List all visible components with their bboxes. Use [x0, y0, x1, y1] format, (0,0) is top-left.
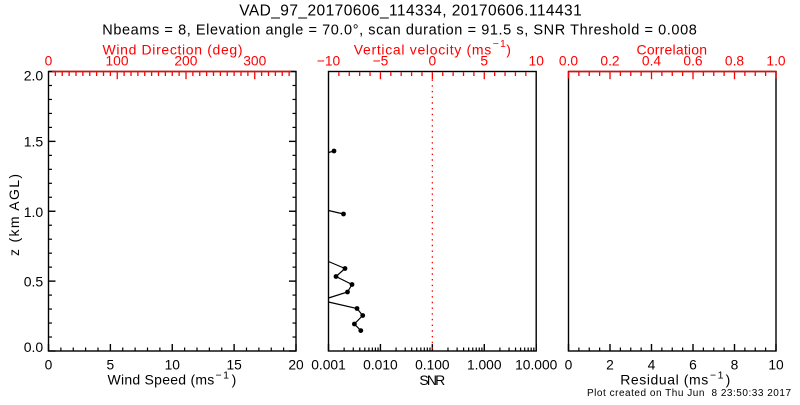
svg-text:6: 6: [689, 357, 697, 372]
svg-text:0.0: 0.0: [559, 54, 579, 69]
svg-text:15: 15: [226, 357, 242, 372]
svg-text:1.5: 1.5: [24, 134, 44, 150]
svg-text:1.0: 1.0: [766, 54, 786, 69]
svg-text:1.0: 1.0: [24, 204, 44, 220]
svg-text:0: 0: [429, 54, 437, 69]
svg-text:VAD_97_20170606_114334, 201706: VAD_97_20170606_114334, 20170606.114431: [239, 2, 582, 19]
svg-text:0.5: 0.5: [24, 273, 44, 289]
svg-text:Vertical velocity (ms: Vertical velocity (ms: [354, 42, 492, 58]
svg-text:300: 300: [243, 54, 266, 69]
svg-text:−1: −1: [710, 369, 724, 381]
svg-text:10: 10: [165, 357, 181, 372]
svg-text:−1: −1: [216, 369, 230, 381]
svg-text:Wind Direction (deg): Wind Direction (deg): [103, 42, 243, 58]
svg-text:10: 10: [768, 357, 784, 372]
svg-text:z (km AGL): z (km AGL): [6, 174, 22, 256]
svg-text:Wind Speed (ms: Wind Speed (ms: [108, 371, 215, 387]
svg-text:10: 10: [529, 54, 545, 69]
svg-text:0.4: 0.4: [642, 54, 662, 69]
svg-text:200: 200: [174, 54, 197, 69]
svg-text:Correlation: Correlation: [637, 42, 708, 58]
svg-text:0: 0: [45, 357, 53, 372]
svg-text:0.0: 0.0: [24, 339, 44, 355]
svg-text:0: 0: [45, 54, 53, 69]
svg-text:0: 0: [565, 357, 573, 372]
svg-text:1.000: 1.000: [467, 357, 502, 372]
svg-text:4: 4: [648, 357, 656, 372]
svg-text:2: 2: [606, 357, 614, 372]
svg-text:10.000: 10.000: [515, 357, 558, 372]
svg-text:): ): [506, 42, 511, 58]
svg-text:Residual (ms: Residual (ms: [620, 371, 708, 387]
svg-text:8: 8: [731, 357, 739, 372]
svg-text:0.100: 0.100: [415, 357, 450, 372]
svg-text:): ): [726, 371, 731, 387]
svg-text:5: 5: [480, 54, 488, 69]
svg-text:2.0: 2.0: [24, 67, 44, 83]
svg-text:): ): [232, 371, 237, 387]
svg-text:0.2: 0.2: [600, 54, 619, 69]
svg-text:0.010: 0.010: [363, 357, 398, 372]
svg-text:Plot created on Thu Jun 8 23:: Plot created on Thu Jun 8 23:50:33 2017: [587, 388, 791, 399]
svg-text:Nbeams = 8, Elevation angle =: Nbeams = 8, Elevation angle = 70.0°, sca…: [102, 23, 697, 39]
svg-text:−5: −5: [373, 54, 389, 69]
svg-text:100: 100: [105, 54, 128, 69]
svg-text:0.001: 0.001: [311, 357, 346, 372]
svg-text:5: 5: [107, 357, 115, 372]
svg-text:0.6: 0.6: [683, 54, 703, 69]
svg-text:20: 20: [288, 357, 304, 372]
svg-text:0.8: 0.8: [725, 54, 745, 69]
svg-text:−1: −1: [493, 38, 506, 50]
svg-text:SNR: SNR: [419, 372, 445, 388]
svg-text:−10: −10: [317, 54, 341, 69]
